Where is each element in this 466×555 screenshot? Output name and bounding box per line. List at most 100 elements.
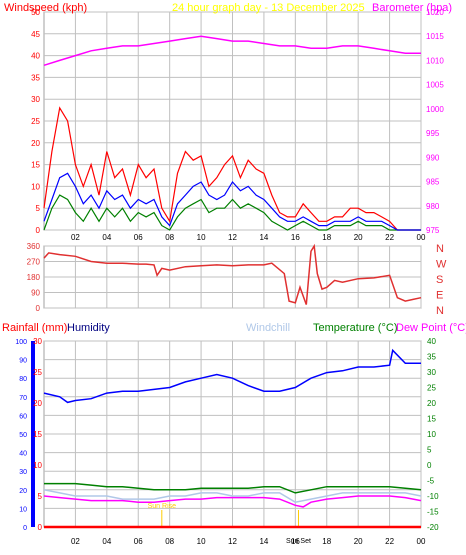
compass-label: N [436, 243, 444, 255]
weather-series-line-windchill [43, 489, 422, 503]
humidity-tick-label: 80 [19, 376, 27, 383]
weather-x-tick-label: 18 [322, 537, 331, 546]
weather-x-tick-label: 08 [165, 537, 174, 546]
windspeed-tick-label: 30 [31, 95, 40, 104]
direction-tick-label: 180 [27, 273, 41, 282]
barometer-tick-label: 1010 [426, 56, 444, 65]
wind-x-tick-label: 06 [134, 233, 143, 242]
rainfall-axis-ticks: 0 5 10 15 20 25 30 [33, 337, 42, 532]
compass-label: N [436, 305, 444, 317]
temperature-tick-label: 20 [427, 399, 436, 408]
humidity-tick-label: 30 [19, 469, 27, 476]
rainfall-tick-label: 20 [33, 399, 42, 408]
wind-x-tick-label: 04 [102, 233, 111, 242]
barometer-tick-label: 985 [426, 178, 440, 187]
barometer-axis-title: Barometer (hpa) [372, 2, 452, 14]
wind-x-tick-label: 22 [385, 233, 394, 242]
rainfall-tick-label: 10 [33, 461, 42, 470]
temperature-tick-label: -20 [427, 523, 439, 532]
sunrise-label: Sun Rise [148, 503, 177, 510]
temperature-tick-label: 5 [427, 446, 432, 455]
temperature-tick-label: -10 [427, 492, 439, 501]
weather-x-tick-label: 20 [354, 537, 363, 546]
weather-x-tick-label: 06 [134, 537, 143, 546]
barometer-tick-label: 990 [426, 153, 440, 162]
wind-grid [44, 11, 422, 231]
temperature-tick-label: 40 [427, 337, 436, 346]
rainfall-tick-label: 0 [38, 523, 43, 532]
wind-x-tick-label: 00 [417, 233, 426, 242]
temperature-tick-label: 30 [427, 368, 436, 377]
direction-tick-label: 360 [27, 242, 41, 251]
wind-series-line-windspeed [43, 106, 421, 231]
windspeed-tick-label: 50 [31, 8, 40, 17]
wind-series-line-barometer [43, 35, 421, 67]
chart-title: 24 hour graph day - 13 December 2025 [172, 2, 365, 14]
compass-label: E [436, 290, 443, 302]
wind-x-tick-label: 12 [228, 233, 237, 242]
sun-markers: Sun Rise Sun Set [148, 503, 311, 545]
direction-series-line [43, 243, 422, 305]
weather-x-axis-ticks: 02 04 06 08 10 12 14 16 18 20 22 00 [71, 537, 426, 546]
windspeed-tick-label: 5 [36, 204, 41, 213]
humidity-tick-label: 0 [23, 525, 27, 532]
humidity-axis-ticks: 0 10 20 30 40 50 60 70 80 90 100 [15, 339, 27, 532]
windspeed-tick-label: 40 [31, 52, 40, 61]
barometer-tick-label: 1015 [426, 32, 444, 41]
compass-label: W [436, 259, 447, 271]
humidity-tick-label: 100 [15, 339, 27, 346]
direction-grid [44, 245, 422, 309]
wind-series-line-wind-average [43, 172, 421, 231]
barometer-tick-label: 1000 [426, 105, 444, 114]
humidity-axis-title: Humidity [67, 322, 110, 334]
direction-series [43, 243, 422, 305]
rainfall-axis-bar [31, 341, 35, 527]
rainfall-axis-title: Rainfall (mm) [2, 322, 67, 334]
rainfall-tick-label: 5 [38, 492, 43, 501]
temperature-axis-ticks: -20 -15 -10 -5 0 5 10 15 20 25 30 35 40 [427, 337, 439, 532]
weather-series-line-dew-point [43, 495, 422, 508]
wind-x-tick-label: 20 [354, 233, 363, 242]
windspeed-axis-title: Windspeed (kph) [4, 2, 87, 14]
windspeed-tick-label: 35 [31, 73, 40, 82]
humidity-tick-label: 40 [19, 451, 27, 458]
weather-grid [44, 340, 422, 528]
windspeed-tick-label: 0 [36, 226, 41, 235]
humidity-tick-label: 10 [19, 506, 27, 513]
humidity-tick-label: 20 [19, 488, 27, 495]
weather-x-tick-label: 02 [71, 537, 80, 546]
sunset-label: Sun Set [286, 538, 311, 545]
weather-x-tick-label: 04 [102, 537, 111, 546]
wind-x-tick-label: 10 [197, 233, 206, 242]
barometer-tick-label: 980 [426, 202, 440, 211]
barometer-tick-label: 1020 [426, 8, 444, 17]
weather-x-tick-label: 12 [228, 537, 237, 546]
windspeed-tick-label: 20 [31, 139, 40, 148]
windspeed-tick-label: 10 [31, 182, 40, 191]
temperature-tick-label: -5 [427, 477, 435, 486]
wind-x-tick-label: 08 [165, 233, 174, 242]
temperature-tick-label: 25 [427, 384, 436, 393]
wind-x-axis-ticks: 02 04 06 08 10 12 14 16 18 20 22 00 [71, 233, 426, 242]
temperature-tick-label: -15 [427, 508, 439, 517]
wind-series-line-wind-lull [43, 194, 421, 231]
compass-label: S [436, 274, 443, 286]
wind-series [43, 35, 421, 231]
direction-tick-label: 90 [31, 289, 40, 298]
direction-axis-ticks: 0 90 180 270 360 [27, 242, 41, 313]
wind-x-tick-label: 18 [322, 233, 331, 242]
wind-x-tick-label: 16 [291, 233, 300, 242]
weather-x-tick-label: 10 [197, 537, 206, 546]
barometer-tick-label: 975 [426, 226, 440, 235]
weather-x-tick-label: 00 [417, 537, 426, 546]
direction-tick-label: 270 [27, 258, 41, 267]
barometer-axis-ticks: 975 980 985 990 995 1000 1005 1010 1015 1020 [426, 8, 444, 235]
humidity-tick-label: 60 [19, 413, 27, 420]
weather-series [43, 348, 422, 529]
temperature-tick-label: 10 [427, 430, 436, 439]
